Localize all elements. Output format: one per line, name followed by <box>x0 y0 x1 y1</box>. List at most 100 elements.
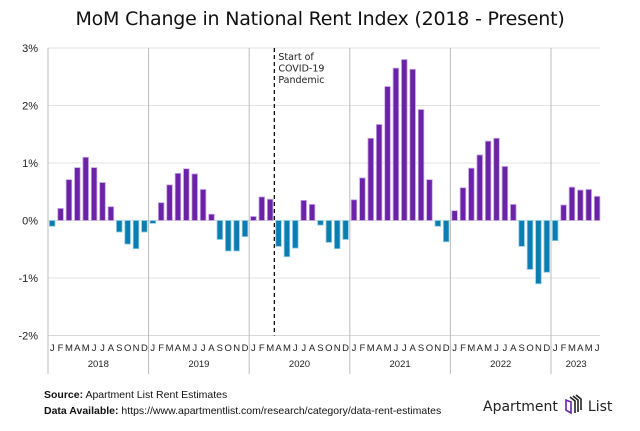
source-line: Source: Apartment List Rent Estimates <box>44 389 227 401</box>
bar <box>233 220 240 252</box>
year-label: 2020 <box>289 359 310 370</box>
grid <box>48 47 600 336</box>
month-tick-label: S <box>418 343 424 354</box>
bar <box>275 220 282 247</box>
bar <box>375 124 383 221</box>
month-tick-label: A <box>410 343 417 354</box>
bar <box>216 220 224 240</box>
bar <box>593 195 601 221</box>
month-tick-label: A <box>577 343 584 354</box>
month-tick-label: D <box>543 343 550 354</box>
month-tick-label: J <box>595 343 600 354</box>
bar <box>384 86 391 221</box>
data-available-url[interactable]: https://www.apartmentlist.com/research/c… <box>121 405 442 417</box>
bar <box>124 220 131 245</box>
bar <box>551 220 559 242</box>
month-tick-label: J <box>92 343 97 354</box>
logo-text-right: List <box>587 399 613 415</box>
month-tick-label: J <box>301 343 306 354</box>
bar <box>116 220 123 233</box>
month-tick-label: O <box>325 343 332 354</box>
month-tick-label: M <box>166 343 174 354</box>
source-text: Apartment List Rent Estimates <box>85 389 228 401</box>
month-tick-label: M <box>266 343 274 354</box>
bar <box>308 203 316 221</box>
year-label: 2023 <box>566 359 587 370</box>
year-label: 2022 <box>490 359 511 370</box>
bar <box>350 199 358 221</box>
logo-text-left: Apartment <box>483 399 558 415</box>
month-tick-label: F <box>460 343 466 354</box>
month-tick-label: M <box>585 343 593 354</box>
bar <box>325 220 333 243</box>
bar <box>476 154 483 221</box>
bar <box>183 168 190 221</box>
month-tick-label: J <box>251 343 256 354</box>
bar <box>241 220 249 238</box>
bar <box>426 179 433 221</box>
bar <box>342 220 349 240</box>
month-tick-label: N <box>334 343 341 354</box>
year-label: 2018 <box>88 359 109 370</box>
bar <box>543 220 551 273</box>
month-tick-label: O <box>124 343 131 354</box>
month-tick-label: M <box>283 343 291 354</box>
month-tick-label: M <box>384 343 392 354</box>
bar <box>191 173 198 221</box>
bar <box>300 199 307 221</box>
month-tick-label: M <box>467 343 475 354</box>
bar <box>493 137 500 221</box>
bar <box>65 179 73 221</box>
month-tick-label: O <box>225 343 232 354</box>
month-tick-label: O <box>526 343 533 354</box>
bar <box>317 220 324 226</box>
month-tick-label: M <box>568 343 576 354</box>
bar <box>266 198 274 221</box>
data-available-label: Data Available: <box>44 405 119 417</box>
month-tick-label: J <box>100 343 105 354</box>
bar <box>468 167 475 221</box>
month-tick-label: F <box>158 343 164 354</box>
annotation-text: COVID-19 <box>278 64 324 75</box>
month-tick-label: F <box>359 343 365 354</box>
y-tick-label: 3% <box>22 43 38 55</box>
month-tick-label: M <box>82 343 90 354</box>
bar <box>141 220 148 233</box>
month-tick-label: J <box>452 343 457 354</box>
month-tick-label: A <box>108 343 115 354</box>
bars <box>48 59 601 285</box>
y-tick-label: 1% <box>22 158 38 170</box>
month-tick-label: F <box>259 343 265 354</box>
bar <box>334 220 341 250</box>
month-tick-label: J <box>293 343 298 354</box>
month-tick-label: D <box>342 343 349 354</box>
month-tick-label: A <box>175 343 182 354</box>
month-tick-label: J <box>494 343 499 354</box>
bar <box>367 137 374 221</box>
bar <box>57 208 64 221</box>
bar <box>510 203 517 221</box>
year-label: 2019 <box>188 359 209 370</box>
bar <box>166 184 173 221</box>
bar <box>174 172 182 221</box>
bar <box>359 177 366 221</box>
bar <box>401 59 408 221</box>
bar <box>434 220 442 227</box>
y-axis-ticks: 3% 2% 1% 0% -1% -2% <box>18 43 38 343</box>
month-tick-label: S <box>116 343 122 354</box>
chart-title: MoM Change in National Rent Index (2018 … <box>75 8 565 30</box>
month-tick-label: J <box>503 343 508 354</box>
month-tick-label: A <box>309 343 316 354</box>
logo-mark-icon <box>562 394 584 420</box>
month-tick-label: O <box>426 343 433 354</box>
month-tick-label: J <box>50 343 55 354</box>
bar <box>250 216 257 221</box>
bar <box>459 187 467 221</box>
month-tick-label: S <box>518 343 524 354</box>
bar <box>451 210 458 221</box>
source-label: Source: <box>44 389 84 401</box>
month-tick-label: D <box>443 343 450 354</box>
